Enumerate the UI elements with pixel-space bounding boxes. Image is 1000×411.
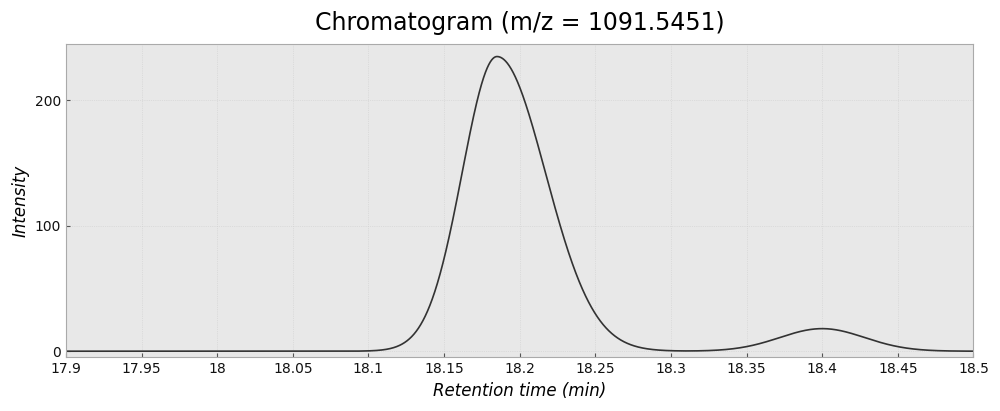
Title: Chromatogram (m/z = 1091.5451): Chromatogram (m/z = 1091.5451) — [315, 11, 724, 35]
X-axis label: Retention time (min): Retention time (min) — [433, 382, 606, 400]
Y-axis label: Intensity: Intensity — [11, 165, 29, 237]
